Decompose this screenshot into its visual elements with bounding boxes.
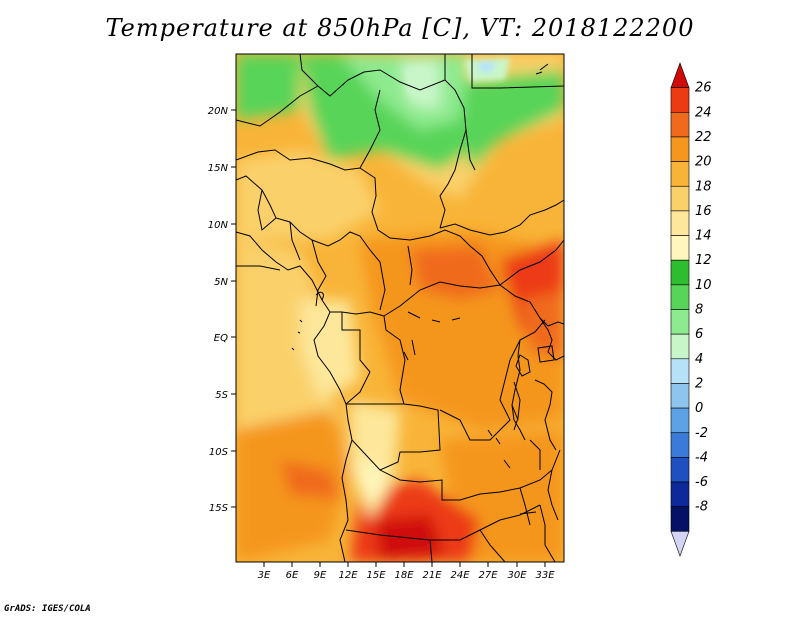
colorbar-label: 12: [695, 253, 712, 268]
lat-label: 5N: [214, 277, 228, 288]
colorbar-label: 26: [695, 81, 712, 96]
colorbar-label: 2: [695, 376, 703, 391]
lat-label: 20N: [208, 106, 229, 117]
colorbar-label: -8: [695, 500, 708, 515]
lon-label: 15E: [366, 570, 386, 581]
lon-label: 12E: [338, 570, 358, 581]
lon-label: 3E: [258, 570, 271, 581]
colorbar-swatch: [670, 112, 690, 138]
colorbar-swatch: [670, 235, 690, 261]
lat-label: 5S: [215, 390, 228, 401]
lon-label: 30E: [507, 570, 527, 581]
lon-label: 27E: [478, 570, 498, 581]
colorbar-label: 0: [695, 401, 703, 416]
lon-label: 18E: [394, 570, 414, 581]
colorbar-label: 14: [695, 229, 712, 244]
map-frame: [235, 53, 565, 563]
colorbar-label: 4: [695, 352, 703, 367]
colorbar-min-triangle: [670, 531, 690, 557]
credit-label: GrADS: IGES/COLA: [4, 604, 91, 614]
colorbar-swatch: [670, 358, 690, 384]
lon-label: 24E: [450, 570, 470, 581]
colorbar-label: -4: [695, 450, 708, 465]
colorbar-label: 16: [695, 204, 712, 219]
colorbar-swatch: [670, 432, 690, 458]
colorbar-label: 22: [695, 130, 712, 145]
colorbar-swatch: [670, 136, 690, 162]
longitude-axis: 3E 6E 9E 12E 15E 18E 21E 24E 27E 30E 33E: [258, 562, 555, 581]
colorbar-swatch: [670, 185, 690, 212]
lat-label: EQ: [214, 333, 228, 344]
colorbar-swatch: [670, 457, 690, 483]
lat-label: 10S: [209, 447, 229, 458]
colorbar-swatch: [670, 259, 690, 286]
colorbar-label: 8: [695, 303, 703, 318]
colorbar-label: 6: [695, 327, 703, 342]
colorbar-swatch: [670, 407, 690, 434]
lon-label: 6E: [286, 570, 299, 581]
colorbar-max-triangle: [670, 62, 690, 88]
lat-label: 10N: [208, 220, 229, 231]
lat-label: 15N: [208, 163, 229, 174]
lat-label: 15S: [209, 503, 229, 514]
temperature-field: [236, 54, 564, 562]
lon-label: 21E: [422, 570, 442, 581]
colorbar-label: 10: [695, 278, 712, 293]
colorbar-label: 20: [695, 155, 712, 170]
colorbar-swatch: [670, 284, 690, 310]
country-borders: [236, 54, 564, 562]
map-title: Temperature at 850hPa [C], VT: 201812220…: [105, 14, 695, 42]
colorbar-label: -2: [695, 426, 708, 441]
colorbar-swatch: [670, 333, 690, 360]
lon-label: 33E: [535, 570, 555, 581]
colorbar-swatch: [670, 506, 690, 532]
lon-label: 9E: [314, 570, 327, 581]
colorbar-label: 18: [695, 179, 712, 194]
colorbar-label: 24: [695, 105, 712, 120]
colorbar-label: -6: [695, 475, 708, 490]
colorbar-swatch: [670, 383, 690, 409]
colorbar-swatch: [670, 481, 690, 507]
colorbar-swatch: [670, 87, 690, 113]
colorbar-swatch: [670, 210, 690, 236]
colorbar-swatch: [670, 161, 690, 187]
colorbar-swatch: [670, 309, 690, 335]
latitude-axis: 20N 15N 10N 5N EQ 5S 10S 15S: [208, 106, 236, 514]
